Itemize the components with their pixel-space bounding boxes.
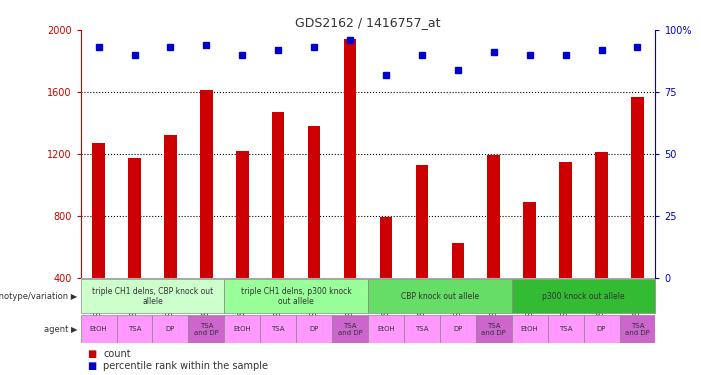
Title: GDS2162 / 1416757_at: GDS2162 / 1416757_at bbox=[295, 16, 441, 29]
Bar bbox=[93, 143, 105, 278]
Text: EtOH: EtOH bbox=[90, 326, 107, 332]
Bar bbox=[200, 90, 212, 278]
Text: TSA
and DP: TSA and DP bbox=[482, 322, 506, 336]
Bar bbox=[631, 96, 644, 278]
Bar bbox=[81, 315, 116, 343]
Bar bbox=[416, 165, 428, 278]
Bar bbox=[189, 315, 224, 343]
Bar bbox=[595, 152, 608, 278]
Bar bbox=[559, 162, 572, 278]
Text: percentile rank within the sample: percentile rank within the sample bbox=[103, 361, 268, 371]
Bar bbox=[332, 315, 368, 343]
Bar bbox=[512, 279, 655, 313]
Bar bbox=[116, 315, 153, 343]
Text: agent ▶: agent ▶ bbox=[43, 324, 77, 334]
Text: CBP knock out allele: CBP knock out allele bbox=[401, 292, 479, 301]
Bar bbox=[368, 279, 512, 313]
Text: p300 knock out allele: p300 knock out allele bbox=[543, 292, 625, 301]
Text: TSA: TSA bbox=[415, 326, 429, 332]
Text: EtOH: EtOH bbox=[233, 326, 251, 332]
Text: count: count bbox=[103, 349, 130, 359]
Bar bbox=[524, 202, 536, 278]
Bar bbox=[547, 315, 583, 343]
Text: ■: ■ bbox=[88, 361, 100, 371]
Text: DP: DP bbox=[453, 326, 463, 332]
Text: DP: DP bbox=[597, 326, 606, 332]
Bar bbox=[440, 315, 476, 343]
Bar bbox=[260, 315, 297, 343]
Text: TSA
and DP: TSA and DP bbox=[194, 322, 219, 336]
Bar bbox=[487, 155, 500, 278]
Text: EtOH: EtOH bbox=[377, 326, 395, 332]
Bar bbox=[272, 112, 285, 278]
Text: TSA
and DP: TSA and DP bbox=[338, 322, 362, 336]
Text: triple CH1 delns, p300 knock
out allele: triple CH1 delns, p300 knock out allele bbox=[241, 286, 351, 306]
Bar bbox=[81, 279, 224, 313]
Bar bbox=[404, 315, 440, 343]
Bar bbox=[308, 126, 320, 278]
Bar bbox=[236, 151, 249, 278]
Text: triple CH1 delns, CBP knock out
allele: triple CH1 delns, CBP knock out allele bbox=[92, 286, 213, 306]
Text: genotype/variation ▶: genotype/variation ▶ bbox=[0, 292, 77, 301]
Bar bbox=[583, 315, 620, 343]
Bar bbox=[380, 217, 393, 278]
Text: DP: DP bbox=[165, 326, 175, 332]
Text: DP: DP bbox=[309, 326, 319, 332]
Bar bbox=[297, 315, 332, 343]
Text: TSA: TSA bbox=[128, 326, 142, 332]
Text: TSA: TSA bbox=[559, 326, 573, 332]
Text: TSA
and DP: TSA and DP bbox=[625, 322, 650, 336]
Text: TSA: TSA bbox=[271, 326, 285, 332]
Bar bbox=[224, 315, 260, 343]
Bar bbox=[512, 315, 547, 343]
Bar bbox=[153, 315, 189, 343]
Text: ■: ■ bbox=[88, 349, 100, 359]
Text: EtOH: EtOH bbox=[521, 326, 538, 332]
Bar bbox=[368, 315, 404, 343]
Bar bbox=[128, 158, 141, 278]
Bar bbox=[620, 315, 655, 343]
Bar bbox=[164, 135, 177, 278]
Bar bbox=[451, 243, 464, 278]
Bar bbox=[476, 315, 512, 343]
Bar bbox=[224, 279, 368, 313]
Bar bbox=[343, 39, 356, 278]
